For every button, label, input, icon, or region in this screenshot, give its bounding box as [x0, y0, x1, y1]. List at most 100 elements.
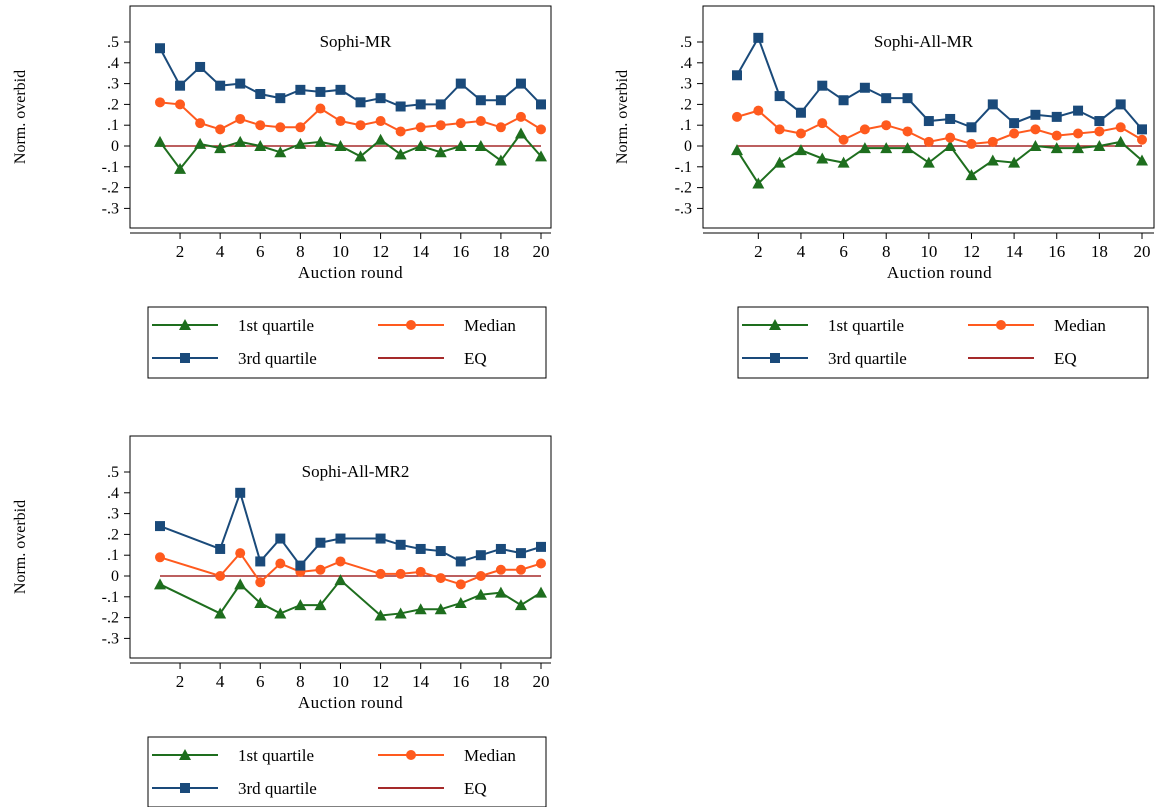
y-axis-title: Norm. overbid: [12, 70, 29, 164]
x-tick-label: 18: [492, 672, 509, 691]
data-point: [235, 78, 246, 89]
data-point: [475, 550, 486, 561]
legend-swatch-marker: [406, 320, 416, 330]
legend-item-median: Median: [378, 316, 516, 335]
y-tick-label: .3: [107, 506, 119, 523]
data-point: [945, 113, 956, 124]
y-tick-label: .3: [680, 76, 692, 93]
x-tick-label: 6: [839, 242, 848, 261]
data-point: [234, 135, 247, 147]
data-point: [837, 156, 850, 168]
data-point: [215, 124, 226, 135]
data-point: [174, 162, 187, 174]
data-point: [415, 122, 426, 133]
data-point: [234, 578, 247, 590]
y-tick-label: .4: [107, 55, 119, 72]
plot-frame: [129, 435, 552, 659]
legend-swatch-marker: [179, 749, 191, 760]
data-point: [515, 78, 526, 89]
series-median: [732, 105, 1147, 149]
data-point: [255, 120, 266, 131]
data-point: [859, 82, 870, 93]
data-point: [155, 43, 165, 54]
y-tick-label: 0: [111, 568, 119, 585]
data-point: [515, 564, 526, 575]
y-tick-label: .1: [107, 547, 119, 564]
data-point: [987, 136, 998, 147]
x-tick-label: 12: [372, 242, 389, 261]
data-point: [374, 133, 387, 145]
legend-box: [147, 736, 547, 807]
x-tick-label: 14: [1006, 242, 1024, 261]
data-point: [355, 120, 366, 131]
legend-item-3rd-quartile: 3rd quartile: [742, 349, 907, 368]
data-point: [986, 154, 999, 166]
data-point: [1073, 128, 1084, 139]
data-point: [944, 140, 957, 151]
x-tick-label: 16: [452, 672, 469, 691]
data-point: [435, 99, 446, 110]
legend-item-median: Median: [968, 316, 1106, 335]
data-point: [881, 93, 892, 104]
data-point: [435, 120, 446, 131]
x-tick-label: 12: [963, 242, 980, 261]
x-tick-label: 2: [176, 672, 185, 691]
y-tick-label: .5: [107, 34, 119, 51]
data-point: [732, 111, 742, 122]
data-point: [536, 558, 546, 569]
x-tick-label: 8: [296, 672, 305, 691]
data-point: [295, 122, 306, 133]
legend-swatch-marker: [406, 750, 416, 760]
y-axis-title: Norm. overbid: [614, 70, 631, 164]
data-point: [902, 93, 913, 104]
data-point: [475, 571, 486, 581]
data-point: [1114, 135, 1127, 147]
y-axis-title: Norm. overbid: [12, 500, 29, 594]
data-point: [255, 89, 266, 99]
data-point: [175, 80, 186, 91]
data-point: [335, 533, 346, 544]
legend-item-median: Median: [378, 746, 516, 765]
data-point: [455, 78, 466, 89]
y-tick-label: .1: [107, 117, 119, 134]
chart-title: Sophi-All-MR: [874, 32, 974, 51]
legend-swatch-marker: [180, 783, 190, 793]
legend-label: 3rd quartile: [828, 349, 907, 368]
y-tick-label: -.3: [675, 200, 692, 217]
data-point: [334, 574, 347, 586]
data-point: [514, 599, 527, 611]
data-point: [315, 537, 326, 548]
x-tick-label: 4: [216, 672, 225, 691]
data-point: [494, 154, 507, 166]
data-point: [215, 571, 226, 581]
data-point: [315, 564, 326, 575]
data-point: [535, 586, 547, 598]
y-tick-label: 0: [684, 138, 692, 155]
data-point: [515, 548, 526, 559]
legend-label: EQ: [1054, 349, 1077, 368]
series-1st-quartile: [731, 135, 1148, 189]
data-point: [536, 541, 546, 552]
data-point: [275, 558, 286, 569]
legend-label: 1st quartile: [238, 316, 314, 335]
data-point: [494, 586, 507, 598]
data-point: [535, 150, 547, 162]
data-point: [354, 150, 367, 162]
data-point: [375, 533, 386, 544]
data-point: [966, 138, 977, 149]
data-point: [454, 140, 467, 151]
x-tick-label: 6: [256, 672, 265, 691]
data-point: [817, 118, 828, 129]
data-point: [235, 487, 246, 498]
data-point: [455, 579, 466, 590]
y-tick-label: .2: [107, 96, 119, 113]
data-point: [1137, 124, 1147, 135]
data-point: [1051, 130, 1062, 141]
data-point: [335, 556, 346, 567]
x-tick-label: 20: [533, 672, 550, 691]
data-point: [1093, 140, 1106, 151]
data-point: [923, 116, 934, 127]
y-tick-label: -.1: [102, 589, 119, 606]
data-point: [175, 99, 186, 110]
data-point: [495, 95, 506, 106]
